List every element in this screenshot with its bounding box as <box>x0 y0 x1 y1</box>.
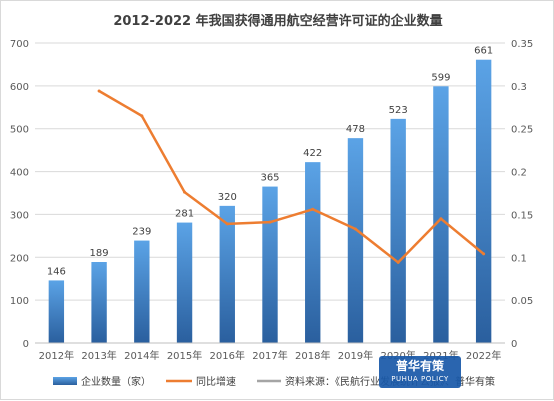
growth-rate-point <box>268 220 272 224</box>
growth-rate-line <box>98 89 485 264</box>
bar <box>433 86 449 344</box>
y-left-tick-label: 100 <box>10 296 29 307</box>
bar-data-label: 661 <box>474 46 493 57</box>
bar-data-label: 422 <box>303 148 322 159</box>
watermark-sub: PUHUA POLICY <box>391 375 449 383</box>
bar-data-label: 146 <box>47 266 66 277</box>
legend-label-bar: 企业数量（家） <box>81 375 151 388</box>
x-tick-label: 2013年 <box>81 349 116 362</box>
y-left-tick-label: 600 <box>10 82 29 93</box>
x-tick-label: 2018年 <box>295 349 330 362</box>
y-left-tick-label: 200 <box>10 253 29 264</box>
bar <box>390 118 406 343</box>
bar-data-label: 523 <box>389 105 408 116</box>
y-right-tick-label: 0.05 <box>511 296 533 307</box>
bar <box>219 205 235 343</box>
legend-swatch-bar <box>53 377 77 385</box>
x-tick-label: 2017年 <box>252 349 287 362</box>
y-left-tick-label: 700 <box>10 39 29 50</box>
puhua-policy-watermark: 普华有策 PUHUA POLICY <box>379 356 461 388</box>
y-right-tick-label: 0.25 <box>511 125 533 136</box>
growth-rate-point <box>140 114 144 118</box>
y-left-tick-label: 500 <box>10 125 29 136</box>
bar-data-label: 320 <box>218 192 237 203</box>
bar <box>305 162 321 343</box>
y-left-tick-label: 300 <box>10 210 29 221</box>
x-tick-label: 2012年 <box>39 349 74 362</box>
bar-data-label: 478 <box>346 124 365 135</box>
y-right-tick-label: 0.1 <box>511 253 527 264</box>
y-left-tick-label: 0 <box>23 339 29 350</box>
growth-rate-point <box>482 252 486 256</box>
growth-rate-point <box>97 89 101 93</box>
bar-data-label: 599 <box>431 72 450 83</box>
bar <box>134 240 150 343</box>
x-tick-label: 2016年 <box>210 349 245 362</box>
growth-rate-point <box>225 222 229 226</box>
chart-title: 2012-2022 年我国获得通用航空经营许可证的企业数量 <box>113 13 442 29</box>
watermark-main: 普华有策 <box>395 359 444 373</box>
bar <box>475 59 492 343</box>
bar <box>48 280 65 343</box>
growth-rate-point <box>396 260 400 264</box>
growth-rate-point <box>311 207 315 211</box>
x-tick-label: 2019年 <box>338 349 373 362</box>
y-right-tick-label: 0.2 <box>511 168 527 179</box>
y-right-tick-label: 0.35 <box>511 39 533 50</box>
growth-rate-point <box>439 217 443 221</box>
growth-rate-point <box>183 190 187 194</box>
bar <box>347 138 364 343</box>
x-tick-label: 2022年 <box>466 349 501 362</box>
bar <box>91 262 107 343</box>
growth-rate-point <box>353 227 357 231</box>
bar-data-label: 239 <box>132 227 151 238</box>
y-right-tick-label: 0 <box>511 339 517 350</box>
bar-data-label: 281 <box>175 209 194 220</box>
bar-data-label: 189 <box>90 248 109 259</box>
bar <box>262 186 278 343</box>
bar-data-label: 365 <box>260 173 279 184</box>
legend-label-line: 同比增速 <box>196 375 236 388</box>
y-left-tick-label: 400 <box>10 168 29 179</box>
bar <box>176 222 193 343</box>
y-right-tick-label: 0.15 <box>511 210 533 221</box>
x-tick-label: 2015年 <box>167 349 202 362</box>
y-right-tick-label: 0.3 <box>511 82 527 93</box>
x-tick-label: 2014年 <box>124 349 159 362</box>
